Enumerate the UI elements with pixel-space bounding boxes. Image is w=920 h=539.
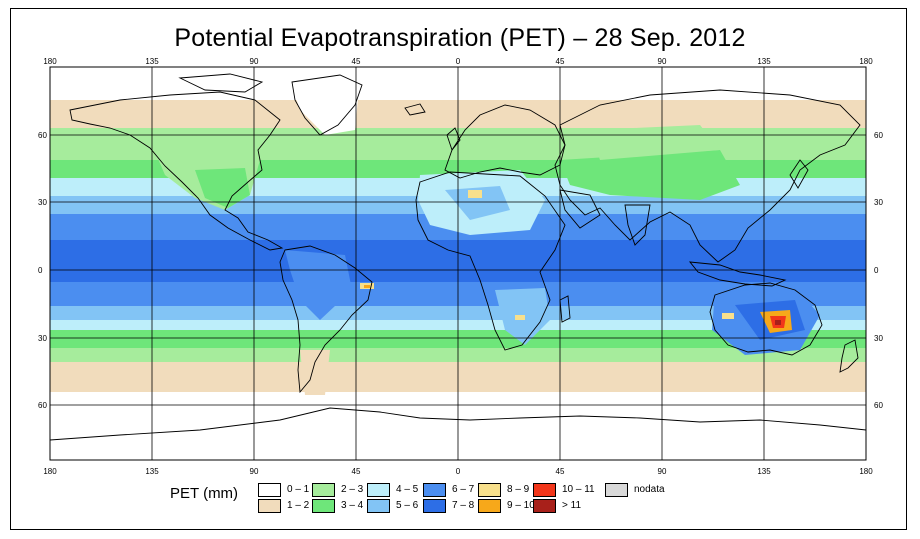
- legend-label: 7 – 8: [452, 500, 475, 511]
- top-lon-label: 90: [250, 57, 259, 66]
- legend-swatch: [258, 483, 281, 497]
- top-lon-label: 135: [757, 57, 771, 66]
- legend-swatch: [258, 499, 281, 513]
- bottom-lon-label: 90: [250, 467, 259, 476]
- south-america-outline: [279, 245, 373, 394]
- top-lon-label: 135: [145, 57, 159, 66]
- top-lon-label: 90: [658, 57, 667, 66]
- bottom-longitude-labels: 180 135 90 45 0 45 90 135 180: [43, 467, 873, 476]
- legend-label: 5 – 6: [396, 500, 419, 511]
- legend-swatch: [533, 483, 556, 497]
- top-lon-label: 180: [43, 57, 57, 66]
- legend-swatch: [367, 483, 390, 497]
- figure-frame: [10, 8, 907, 530]
- australia-outline: [709, 282, 823, 356]
- legend-label: 0 – 1: [287, 484, 310, 495]
- left-latitude-labels: 60 30 0 30 60: [38, 131, 47, 410]
- legend-label: 2 – 3: [341, 484, 364, 495]
- bottom-lon-label: 0: [456, 467, 461, 476]
- top-lon-label: 0: [456, 57, 461, 66]
- legend-label: > 11: [562, 500, 581, 511]
- legend-swatch: [367, 499, 390, 513]
- bottom-lon-label: 135: [757, 467, 771, 476]
- legend-label: 8 – 9: [507, 484, 530, 495]
- right-lat-label: 60: [874, 131, 883, 140]
- right-lat-label: 30: [874, 198, 883, 207]
- asia-outline: [554, 89, 861, 263]
- bottom-lon-label: 180: [859, 467, 873, 476]
- bottom-lon-label: 180: [43, 467, 57, 476]
- top-lon-label: 45: [556, 57, 565, 66]
- legend-swatch: [423, 499, 446, 513]
- bottom-lon-label: 90: [658, 467, 667, 476]
- legend-swatch: [312, 483, 335, 497]
- antarctica-outline: [50, 407, 866, 441]
- top-lon-label: 45: [352, 57, 361, 66]
- bottom-lon-label: 45: [352, 467, 361, 476]
- legend-swatch: [605, 483, 628, 497]
- right-lat-label: 60: [874, 401, 883, 410]
- top-lon-label: 180: [859, 57, 873, 66]
- map-title: Potential Evapotranspiration (PET) – 28 …: [174, 24, 746, 52]
- legend-swatch: [478, 483, 501, 497]
- coastlines: [50, 73, 866, 441]
- legend-label: 4 – 5: [396, 484, 419, 495]
- right-lat-label: 0: [874, 266, 879, 275]
- left-lat-label: 60: [38, 131, 47, 140]
- left-lat-label: 30: [38, 198, 47, 207]
- legend-label: nodata: [634, 484, 665, 495]
- legend-swatch: [423, 483, 446, 497]
- africa-outline: [415, 171, 566, 351]
- north-america-outline: [69, 91, 284, 251]
- legend-swatch: [533, 499, 556, 513]
- left-lat-label: 0: [38, 266, 43, 275]
- legend-label: 9 – 10: [507, 500, 535, 511]
- left-lat-label: 60: [38, 401, 47, 410]
- bottom-lon-label: 135: [145, 467, 159, 476]
- legend-swatch: [478, 499, 501, 513]
- map-border: [49, 66, 867, 461]
- right-lat-label: 30: [874, 334, 883, 343]
- top-longitude-labels: 180 135 90 45 0 45 90 135 180: [43, 57, 873, 66]
- legend-label: 6 – 7: [452, 484, 475, 495]
- right-latitude-labels: 60 30 0 30 60: [874, 131, 883, 410]
- bottom-lon-label: 45: [556, 467, 565, 476]
- legend-label: 10 – 11: [562, 484, 595, 495]
- legend-title: PET (mm): [170, 485, 239, 502]
- greenland-outline: [291, 74, 363, 136]
- left-lat-label: 30: [38, 334, 47, 343]
- legend-label: 1 – 2: [287, 500, 310, 511]
- graticule: [50, 67, 866, 460]
- legend-label: 3 – 4: [341, 500, 364, 511]
- legend-swatch: [312, 499, 335, 513]
